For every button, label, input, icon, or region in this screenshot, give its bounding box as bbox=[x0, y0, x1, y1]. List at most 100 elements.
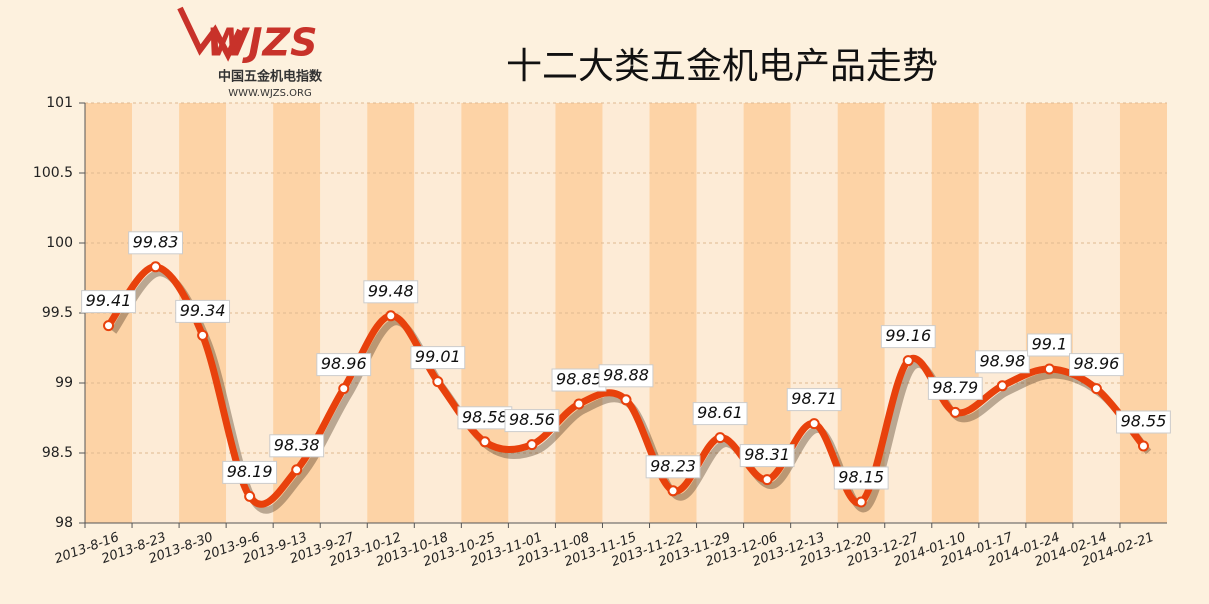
data-label: 98.56 bbox=[509, 410, 555, 429]
data-label-group: 99.48 bbox=[363, 280, 419, 304]
point bbox=[291, 464, 303, 476]
point bbox=[479, 436, 491, 448]
data-label-box bbox=[645, 455, 701, 479]
point bbox=[103, 320, 115, 332]
data-label-group: 99.1 bbox=[1027, 333, 1072, 357]
data-label-group: 98.55 bbox=[1116, 410, 1171, 434]
data-label: 98.71 bbox=[791, 389, 837, 408]
data-label-group: 99.01 bbox=[410, 346, 466, 370]
y-tick-label: 99 bbox=[55, 375, 73, 391]
data-label-box bbox=[128, 231, 183, 255]
data-label: 98.85 bbox=[556, 370, 602, 389]
data-label-group: 98.58 bbox=[457, 406, 513, 430]
data-label: 98.96 bbox=[1074, 354, 1120, 373]
point bbox=[1090, 383, 1102, 395]
data-label: 98.79 bbox=[932, 378, 978, 397]
data-label-group: 98.98 bbox=[974, 350, 1030, 374]
data-label: 98.61 bbox=[697, 403, 743, 422]
data-label: 98.55 bbox=[1121, 412, 1167, 431]
data-label: 99.34 bbox=[180, 301, 226, 320]
data-label: 98.31 bbox=[744, 445, 790, 464]
data-label: 98.58 bbox=[462, 407, 508, 426]
data-label-box bbox=[1116, 410, 1171, 434]
data-label-box bbox=[1069, 353, 1124, 377]
data-label-box bbox=[81, 290, 136, 314]
point bbox=[620, 394, 632, 406]
data-label: 98.96 bbox=[321, 354, 367, 373]
data-label-box bbox=[504, 409, 560, 433]
data-label-group: 99.41 bbox=[81, 290, 136, 314]
point bbox=[808, 418, 820, 430]
data-label-box bbox=[692, 402, 748, 426]
logo: WJZS 中国五金机电指数 WWW.WJZS.ORG bbox=[177, 6, 323, 99]
data-label: 98.88 bbox=[603, 365, 649, 384]
data-label-box bbox=[833, 466, 889, 490]
chart-title: 十二大类五金机电产品走势 bbox=[506, 46, 938, 87]
point bbox=[667, 485, 679, 497]
point bbox=[338, 383, 350, 395]
point bbox=[902, 355, 914, 367]
data-label-group: 98.19 bbox=[222, 460, 278, 484]
point bbox=[714, 432, 726, 444]
data-label: 99.48 bbox=[368, 281, 414, 300]
data-label-group: 98.79 bbox=[927, 376, 983, 400]
data-label-box bbox=[175, 299, 231, 323]
data-label-box bbox=[1027, 333, 1072, 357]
data-label-box bbox=[222, 460, 278, 484]
data-label-group: 98.96 bbox=[1069, 353, 1124, 377]
point bbox=[855, 496, 867, 508]
data-label-group: 98.96 bbox=[316, 353, 372, 377]
point bbox=[949, 406, 961, 418]
data-label-box bbox=[363, 280, 419, 304]
data-label-group: 98.71 bbox=[786, 388, 842, 412]
data-label-box bbox=[880, 325, 936, 349]
y-tick-label: 98.5 bbox=[42, 445, 73, 461]
data-label: 99.1 bbox=[1032, 335, 1068, 354]
data-label-box bbox=[974, 350, 1030, 374]
data-label-box bbox=[739, 444, 795, 468]
logo-mark: WJZS bbox=[207, 21, 318, 65]
y-tick-label: 98 bbox=[55, 515, 73, 531]
data-label: 98.38 bbox=[274, 435, 320, 454]
data-label: 99.83 bbox=[133, 232, 179, 251]
y-tick-label: 99.5 bbox=[42, 305, 73, 321]
y-tick-label: 101 bbox=[46, 95, 73, 111]
data-label-box bbox=[786, 388, 842, 412]
data-label: 99.16 bbox=[885, 326, 931, 345]
point bbox=[197, 329, 209, 341]
data-label-box bbox=[927, 376, 983, 400]
data-label: 98.19 bbox=[227, 462, 273, 481]
point bbox=[150, 261, 162, 273]
data-label: 98.23 bbox=[650, 456, 696, 475]
logo-name: 中国五金机电指数 bbox=[218, 69, 323, 85]
data-label-group: 98.85 bbox=[551, 368, 607, 392]
point bbox=[526, 439, 538, 451]
point bbox=[996, 380, 1008, 392]
data-label-group: 98.88 bbox=[598, 364, 654, 388]
data-label-group: 99.16 bbox=[880, 325, 936, 349]
data-label-group: 99.34 bbox=[175, 299, 231, 323]
data-label-group: 98.15 bbox=[833, 466, 889, 490]
data-label: 98.98 bbox=[979, 351, 1025, 370]
point bbox=[432, 376, 444, 388]
y-tick-label: 100.5 bbox=[33, 165, 73, 181]
data-label-group: 98.61 bbox=[692, 402, 748, 426]
data-label-box bbox=[269, 434, 325, 458]
data-label-box bbox=[598, 364, 654, 388]
data-label: 98.15 bbox=[838, 468, 884, 487]
logo-url: WWW.WJZS.ORG bbox=[228, 88, 311, 99]
data-label-group: 98.38 bbox=[269, 434, 325, 458]
data-label-group: 98.31 bbox=[739, 444, 795, 468]
point bbox=[1137, 440, 1149, 452]
point bbox=[573, 398, 585, 410]
point bbox=[385, 310, 397, 322]
point bbox=[1043, 363, 1055, 375]
data-label-group: 98.23 bbox=[645, 455, 701, 479]
data-label-group: 99.83 bbox=[128, 231, 183, 255]
y-tick-label: 100 bbox=[46, 235, 73, 251]
logo-arrow bbox=[177, 6, 243, 62]
data-label-box bbox=[410, 346, 466, 370]
point bbox=[761, 474, 773, 486]
data-label: 99.01 bbox=[415, 347, 461, 366]
